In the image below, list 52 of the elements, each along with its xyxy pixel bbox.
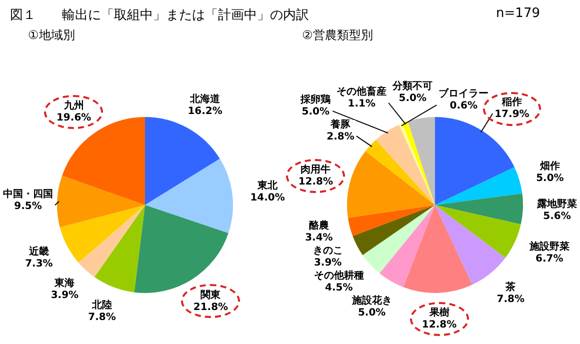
slice-label: 分類不可 — [392, 80, 433, 92]
slice-label: 施設野菜 — [528, 240, 570, 252]
data-label: 6.7% — [536, 253, 564, 264]
data-label: 7.8% — [88, 312, 116, 323]
slice-label: 畑作 — [538, 160, 560, 172]
slice-label: 北陸 — [90, 298, 112, 311]
data-label: 5.6% — [543, 210, 571, 222]
slice-label: その他耕種 — [314, 269, 364, 282]
slice-label: 養豚 — [330, 118, 352, 131]
data-label: 7.8% — [496, 294, 524, 306]
slice-label: 中国・四国 — [3, 188, 53, 200]
data-label: 1.1% — [348, 98, 376, 110]
slice-label: 肉用牛 — [300, 164, 331, 176]
slice-label: きのこ — [312, 245, 343, 256]
chart-title: 図１ 輸出に「取組中」または「計画中」の内訳 — [10, 7, 309, 24]
data-label: 5.0% — [358, 307, 386, 318]
slice-label: 稲作 — [500, 96, 522, 108]
data-label: 3.4% — [305, 232, 333, 244]
data-label: 17.9% — [494, 109, 530, 120]
slice-label: その他畜産 — [336, 85, 387, 98]
data-label: 12.8% — [422, 320, 457, 331]
chart-subtitle: ①地域別 — [28, 27, 75, 44]
data-label: 5.0% — [302, 106, 330, 118]
data-label: 5.0% — [536, 173, 564, 184]
data-label: 16.2% — [188, 106, 222, 118]
slice-label: 果樹 — [428, 306, 450, 319]
slice-label: 関東 — [200, 289, 222, 302]
data-label: 5.0% — [398, 93, 426, 104]
slice-label: 茶 — [504, 281, 516, 294]
data-label: 7.3% — [25, 258, 53, 270]
data-label: 19.6% — [56, 112, 92, 124]
slice-label: 近畿 — [28, 246, 49, 258]
slice-label: 露地野菜 — [536, 198, 577, 210]
data-label: 3.9% — [314, 257, 342, 268]
data-label: 21.8% — [193, 302, 228, 314]
slice-label: 採卵鶏 — [300, 94, 331, 106]
data-label: 14.0% — [250, 192, 285, 204]
data-label: 0.6% — [450, 100, 478, 112]
slice-label: 北海道 — [189, 93, 222, 106]
data-label: 9.5% — [14, 200, 42, 212]
slice-label: 施設花き — [350, 294, 392, 306]
chart-title: ②営農類型別 — [302, 27, 373, 44]
slice-label: ブロイラー — [438, 88, 489, 100]
text: n=179 — [496, 6, 540, 21]
data-label: 12.8% — [298, 176, 334, 188]
slice-label: 東海 — [54, 277, 75, 290]
data-label: 4.5% — [325, 282, 353, 294]
data-label: 2.8% — [326, 132, 354, 143]
slice-label: 九州 — [62, 99, 84, 112]
slice-label: 酪農 — [308, 219, 329, 232]
data-label: 3.9% — [50, 290, 79, 302]
slice-label: 東北 — [256, 180, 279, 192]
